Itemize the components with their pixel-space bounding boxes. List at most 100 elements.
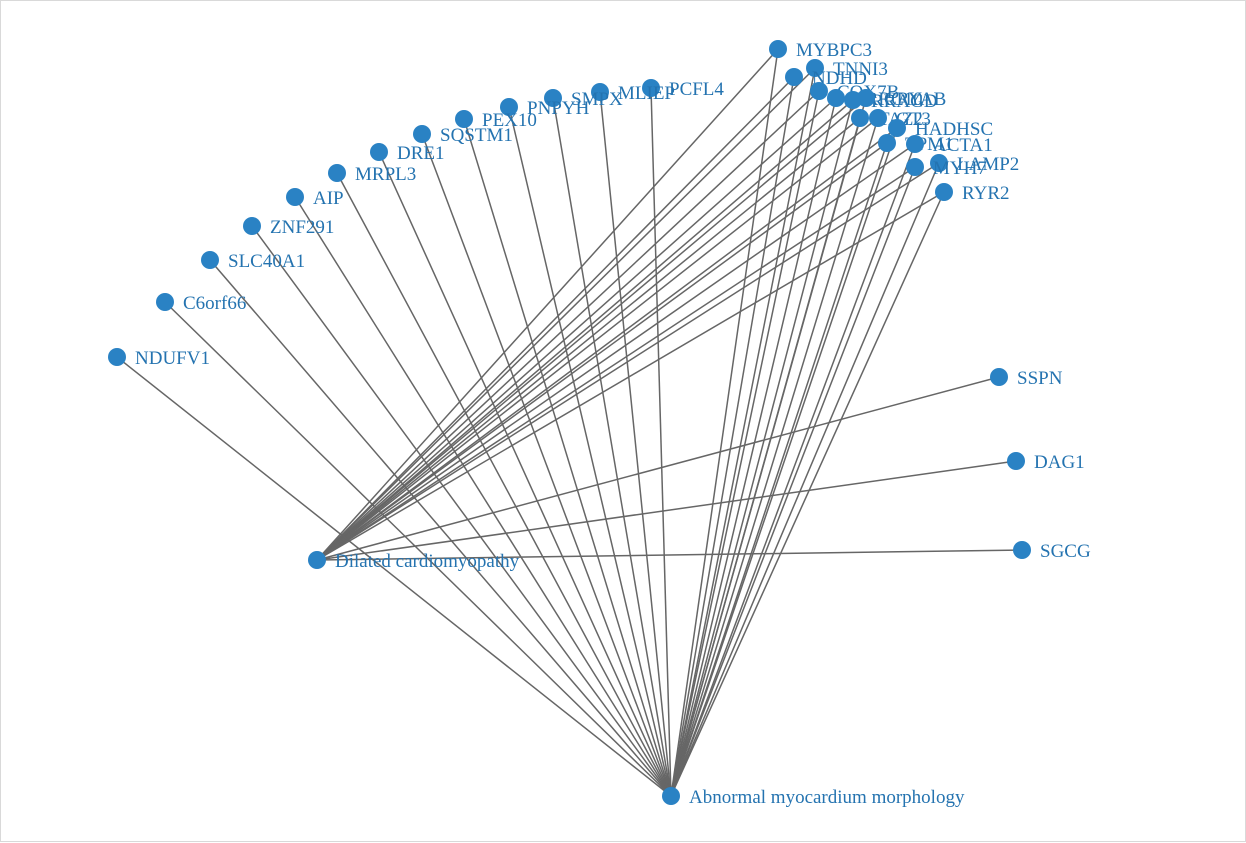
node-circle[interactable] (455, 110, 473, 128)
node-label[interactable]: RRAGD (871, 91, 938, 112)
node-label[interactable]: CRYAB (884, 89, 946, 110)
node-circle[interactable] (156, 293, 174, 311)
node-label[interactable]: SLC40A1 (228, 251, 305, 272)
node-circle[interactable] (642, 79, 660, 97)
gene-node-ndufv1[interactable]: NDUFV1 (108, 348, 210, 369)
gene-node-lamp2[interactable]: LAMP2 (930, 154, 1019, 175)
node-label[interactable]: PEX10 (482, 110, 537, 131)
gene-node-znf291[interactable]: ZNF291 (243, 217, 334, 238)
node-label[interactable]: MYH7 (933, 158, 987, 179)
node-label[interactable]: Abnormal myocardium morphology (689, 787, 965, 808)
gene-node-dre1[interactable]: DRE1 (370, 143, 445, 164)
node-circle[interactable] (869, 109, 887, 127)
hub-node-amm[interactable]: Abnormal myocardium morphology (662, 787, 965, 808)
node-circle[interactable] (857, 89, 875, 107)
node-circle[interactable] (370, 143, 388, 161)
node-circle[interactable] (413, 125, 431, 143)
node-label[interactable]: HADHSC (915, 119, 993, 140)
node-label[interactable]: TNNI3 (833, 59, 888, 80)
edge-amm-MLIEP (599, 91, 672, 797)
node-circle[interactable] (591, 83, 609, 101)
gene-node-cryab[interactable]: CRYAB (857, 89, 946, 110)
gene-node-ndhd[interactable]: NDHD (785, 68, 867, 89)
edge-amm-DRE1 (378, 151, 672, 797)
node-circle[interactable] (806, 59, 824, 77)
gene-node-slc40a1[interactable]: SLC40A1 (201, 251, 305, 272)
node-circle[interactable] (1013, 541, 1031, 559)
edge-dcm-MYH7 (316, 166, 916, 561)
node-circle[interactable] (930, 154, 948, 172)
node-circle[interactable] (769, 40, 787, 58)
node-circle[interactable] (1007, 452, 1025, 470)
node-circle[interactable] (662, 787, 680, 805)
node-circle[interactable] (935, 183, 953, 201)
edge-dcm-DAG1 (316, 460, 1017, 561)
node-label[interactable]: AIP (313, 188, 344, 209)
node-label[interactable]: DRE1 (397, 143, 445, 164)
node-circle[interactable] (827, 89, 845, 107)
edge-amm-COX7B (670, 90, 820, 797)
node-circle[interactable] (785, 68, 803, 86)
gene-node-tnni3[interactable]: TNNI3 (806, 59, 888, 80)
gene-node-mybpc3[interactable]: MYBPC3 (769, 40, 872, 61)
gene-node-aip[interactable]: AIP (286, 188, 344, 209)
node-label[interactable]: SMPX (571, 89, 623, 110)
hub-node-dcm[interactable]: Dilated cardiomyopathy (308, 551, 520, 572)
edge-amm-PEX10 (463, 118, 672, 797)
node-circle[interactable] (878, 134, 896, 152)
gene-node-dag1[interactable]: DAG1 (1007, 452, 1085, 473)
node-circle[interactable] (906, 158, 924, 176)
edges-layer (116, 48, 1023, 797)
node-label[interactable]: SSPN (1017, 368, 1063, 389)
node-label[interactable]: NDUFV1 (135, 348, 210, 369)
node-label[interactable]: Dilated cardiomyopathy (335, 551, 520, 572)
node-circle[interactable] (201, 251, 219, 269)
node-circle[interactable] (328, 164, 346, 182)
gene-node-mliep[interactable]: MLIEP (591, 83, 675, 104)
node-label[interactable]: SGCG (1040, 541, 1091, 562)
node-circle[interactable] (243, 217, 261, 235)
gene-node-pex10[interactable]: PEX10 (455, 110, 537, 131)
node-circle[interactable] (888, 119, 906, 137)
gene-node-sgcg[interactable]: SGCG (1013, 541, 1091, 562)
node-label[interactable]: MYBPC3 (796, 40, 872, 61)
node-circle[interactable] (810, 82, 828, 100)
edge-amm-TPM1 (670, 142, 888, 797)
gene-node-c6orf66[interactable]: C6orf66 (156, 293, 246, 314)
node-label[interactable]: PNPYH (527, 98, 590, 119)
node-label[interactable]: SQSTM1 (440, 125, 513, 146)
nodes-layer: MYBPC3TNNI3NDHDCOX7BLRRC10RRAGDCRYABTAZ2… (108, 40, 1091, 808)
node-circle[interactable] (544, 89, 562, 107)
gene-node-sspn[interactable]: SSPN (990, 368, 1063, 389)
gene-node-acta1[interactable]: ACTA1 (906, 135, 993, 156)
node-label[interactable]: LAMP2 (957, 154, 1019, 175)
node-label[interactable]: ZNF291 (270, 217, 334, 238)
gene-node-hadhsc[interactable]: HADHSC (888, 119, 993, 140)
node-label[interactable]: C6orf66 (183, 293, 246, 314)
node-circle[interactable] (906, 135, 924, 153)
node-label[interactable]: RYR2 (962, 183, 1010, 204)
node-circle[interactable] (286, 188, 304, 206)
node-label[interactable]: PCFL4 (669, 79, 724, 100)
node-label[interactable]: ACTA1 (933, 135, 993, 156)
gene-node-myh7[interactable]: MYH7 (906, 158, 987, 179)
node-label[interactable]: MLIEP (618, 83, 675, 104)
node-label[interactable]: DAG1 (1034, 452, 1085, 473)
gene-node-ryr2[interactable]: RYR2 (935, 183, 1010, 204)
gene-node-smpx[interactable]: SMPX (544, 89, 623, 110)
node-circle[interactable] (990, 368, 1008, 386)
node-circle[interactable] (851, 109, 869, 127)
node-circle[interactable] (500, 98, 518, 116)
edge-amm-MRPL3 (336, 172, 672, 797)
node-label[interactable]: NDHD (812, 68, 867, 89)
gene-node-pnpyh[interactable]: PNPYH (500, 98, 590, 119)
node-circle[interactable] (308, 551, 326, 569)
edge-amm-RYR2 (670, 191, 945, 797)
node-circle[interactable] (108, 348, 126, 366)
gene-node-mrpl3[interactable]: MRPL3 (328, 164, 416, 185)
edge-amm-MYH7 (670, 166, 916, 797)
node-label[interactable]: MRPL3 (355, 164, 416, 185)
gene-node-pcfl4[interactable]: PCFL4 (642, 79, 724, 100)
gene-node-sqstm1[interactable]: SQSTM1 (413, 125, 513, 146)
